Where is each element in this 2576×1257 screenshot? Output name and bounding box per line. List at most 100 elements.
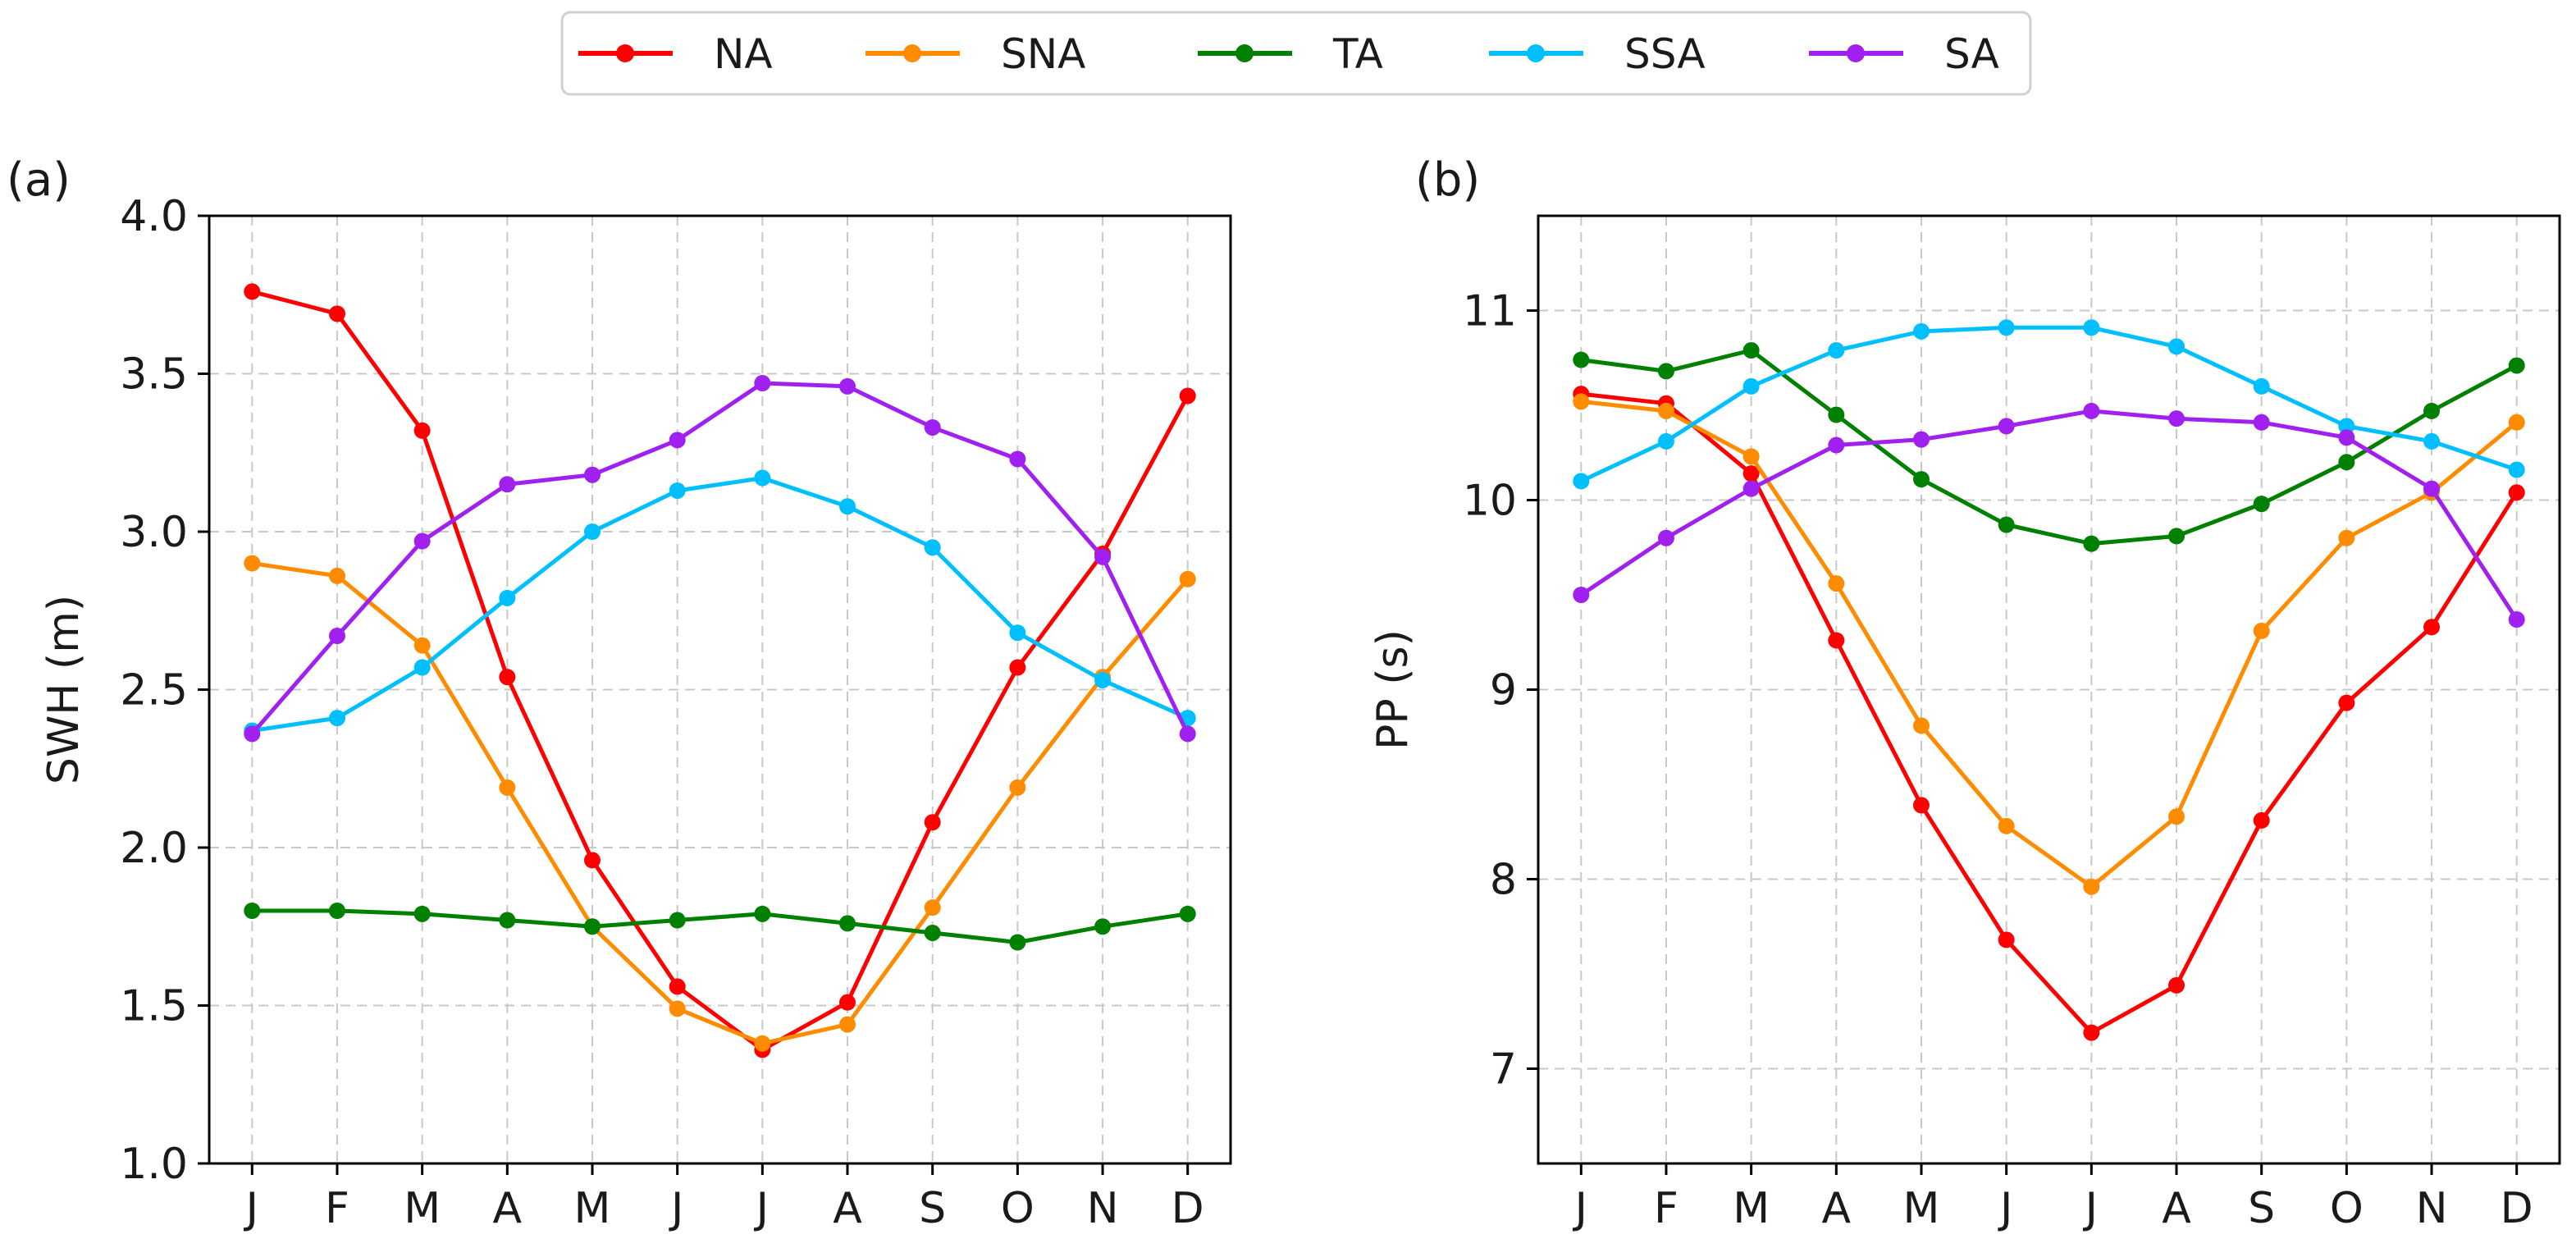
data-point [1094, 671, 1112, 688]
x-tick-label: M [404, 1184, 441, 1233]
data-point [2168, 528, 2185, 545]
data-point [1657, 529, 1674, 546]
data-point [1742, 448, 1760, 465]
series-ta [244, 903, 1196, 951]
data-point [413, 422, 431, 439]
series-line-sa [250, 381, 1190, 736]
data-point [839, 1016, 856, 1033]
data-point [583, 523, 601, 540]
data-point [2423, 402, 2441, 419]
data-point [413, 905, 431, 922]
x-tick-label: A [833, 1184, 862, 1233]
data-point [1009, 659, 1026, 676]
legend-label-sa: SA [1944, 30, 1999, 78]
panel-label: (a) [7, 153, 71, 207]
data-point [2253, 414, 2270, 431]
data-point [2168, 976, 2185, 994]
data-point [669, 978, 686, 995]
data-point [2508, 484, 2525, 501]
data-point [1912, 431, 1930, 448]
data-point [2423, 432, 2441, 450]
series-sna [1573, 393, 2525, 895]
data-point [924, 924, 941, 941]
data-point [924, 418, 941, 436]
data-point [1573, 393, 1590, 410]
y-tick-label: 4.0 [120, 192, 188, 241]
data-point [1912, 471, 1930, 488]
data-point [1657, 402, 1674, 419]
x-tick-label: D [2501, 1184, 2533, 1233]
legend: NA SNA TA SSA SA [560, 11, 2032, 96]
data-point [2083, 1024, 2100, 1041]
series-line-sna [1581, 399, 2519, 889]
data-point [1657, 363, 1674, 380]
data-point [669, 1000, 686, 1017]
y-tick-label: 9 [1490, 666, 1517, 715]
data-point [1573, 473, 1590, 490]
data-point [2253, 496, 2270, 513]
data-point [499, 669, 516, 686]
data-point [583, 918, 601, 935]
data-point [669, 912, 686, 929]
x-tick-label: J [1573, 1184, 1587, 1233]
x-tick-label: J [754, 1184, 769, 1233]
legend-marker-sa [1847, 44, 1865, 62]
data-point [244, 903, 261, 919]
x-tick-label: J [1998, 1184, 2012, 1233]
data-point [2338, 454, 2355, 471]
data-point [1742, 377, 1760, 395]
series-line-na [251, 289, 1190, 1052]
y-tick-label: 3.5 [120, 350, 188, 400]
data-point [328, 710, 345, 727]
data-point [583, 466, 601, 483]
data-point [754, 905, 771, 922]
data-point [754, 375, 771, 392]
x-tick-label: J [2083, 1184, 2098, 1233]
data-point [328, 628, 345, 645]
legend-label-ssa: SSA [1624, 30, 1706, 78]
data-point [2423, 619, 2441, 636]
data-point [1828, 437, 1845, 454]
legend-marker-ssa [1527, 44, 1545, 62]
series-line-sa [1579, 409, 2519, 621]
series-na [1573, 386, 2525, 1041]
y-axis-label: PP (s) [1368, 629, 1418, 750]
x-tick-label: J [669, 1184, 683, 1233]
series-sna [244, 555, 1196, 1052]
data-point [413, 637, 431, 654]
data-point [1828, 632, 1845, 649]
x-tick-label: A [493, 1184, 523, 1233]
data-point [2338, 694, 2355, 711]
data-point [1009, 450, 1026, 468]
panel-label: (b) [1415, 153, 1480, 207]
data-point [2168, 410, 2185, 427]
data-point [924, 899, 941, 916]
series-line-ssa [251, 476, 1189, 733]
data-point [1742, 465, 1760, 482]
data-point [1009, 624, 1026, 642]
y-tick-label: 8 [1490, 856, 1517, 905]
data-point [1742, 342, 1760, 359]
data-point [1573, 587, 1590, 603]
data-point [2508, 357, 2525, 374]
legend-label-ta: TA [1332, 30, 1383, 78]
x-tick-label: S [2248, 1184, 2275, 1233]
data-point [754, 469, 771, 487]
series-line-sna [251, 561, 1190, 1046]
data-point [1828, 406, 1845, 423]
data-point [1179, 905, 1196, 922]
data-point [2338, 429, 2355, 446]
x-tick-label: A [1822, 1184, 1852, 1233]
legend-label-na: NA [714, 30, 773, 78]
x-tick-label: O [1001, 1184, 1035, 1233]
data-point [499, 476, 516, 493]
data-point [924, 539, 941, 556]
data-point [244, 725, 261, 743]
data-point [2338, 418, 2355, 435]
data-point [2083, 878, 2100, 895]
data-point [328, 903, 345, 919]
y-axis-label: SWH (m) [39, 595, 89, 784]
data-point [1998, 319, 2015, 336]
data-point [2338, 529, 2355, 546]
y-tick-label: 2.5 [120, 666, 188, 715]
